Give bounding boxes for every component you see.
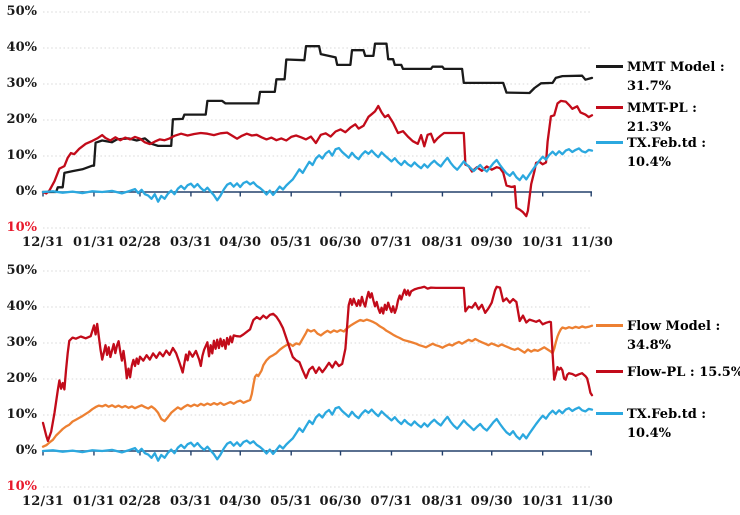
- x-axis-label-06-30: 06/30: [319, 494, 362, 509]
- x-axis-label-02-28: 02/28: [119, 494, 161, 509]
- x-axis-label-03-31: 03/31: [169, 494, 212, 509]
- y-axis-label-20: 20%: [6, 112, 37, 127]
- y-axis-label-30: 30%: [6, 335, 37, 350]
- legend-label-flow-pl: Flow-PL : 15.5%: [627, 365, 740, 380]
- x-axis-label-04-30: 04/30: [219, 494, 262, 509]
- legend-item-flow-pl: Flow-PL : 15.5%: [596, 363, 740, 382]
- legend-label-mmt-model: MMT Model : 31.7%: [627, 60, 725, 94]
- legend-swatch-tx-feb-td: [596, 412, 623, 415]
- y-axis-label-0: 0%: [15, 184, 37, 199]
- y-axis-label-30: 30%: [6, 76, 37, 91]
- legend-swatch-flow-model: [596, 324, 623, 327]
- x-axis-label-01-31: 01/31: [72, 235, 115, 250]
- legend-label-flow-model: Flow Model : 34.8%: [627, 319, 721, 353]
- legend-swatch-tx-feb-td: [596, 141, 623, 144]
- x-axis-label-08-31: 08/31: [421, 494, 464, 509]
- legend-swatch-mmt-model: [596, 65, 623, 68]
- x-axis-label-09-30: 09/30: [470, 235, 513, 250]
- legend-item-flow-model: Flow Model : 34.8%: [596, 317, 740, 355]
- x-axis-label-12-31: 12/31: [22, 494, 64, 509]
- x-axis-label-05-31: 05/31: [270, 235, 313, 250]
- y-axis-label-20: 20%: [6, 371, 37, 386]
- x-axis-label-01-31: 01/31: [72, 494, 115, 509]
- x-axis-label-12-31: 12/31: [22, 235, 64, 250]
- legend-label-mmt-pl: MMT-PL : 21.3%: [627, 101, 697, 135]
- mmt-model-line: [41, 42, 594, 194]
- x-axis-label-10-31: 10/31: [521, 235, 564, 250]
- y-axis-label-10: 10%: [6, 148, 37, 163]
- tx-feb-td-line: [41, 146, 594, 203]
- mmt-pl-line: [41, 99, 594, 218]
- x-axis-label-09-30: 09/30: [470, 494, 513, 509]
- tx-feb-td-line: [41, 405, 594, 462]
- x-axis-label-04-30: 04/30: [219, 235, 262, 250]
- y-axis-label-50: 50%: [6, 263, 37, 278]
- legend-swatch-mmt-pl: [596, 106, 623, 109]
- neg-y-axis-label-10: 10%: [6, 220, 37, 235]
- legend-label-tx-feb-td: TX.Feb.td : 10.4%: [627, 136, 707, 170]
- y-axis-label-40: 40%: [6, 299, 37, 314]
- x-axis-label-05-31: 05/31: [270, 494, 313, 509]
- x-axis-label-07-31: 07/31: [370, 235, 413, 250]
- x-axis-label-07-31: 07/31: [370, 494, 413, 509]
- x-axis-label-08-31: 08/31: [421, 235, 464, 250]
- neg-y-axis-label-10: 10%: [6, 479, 37, 494]
- x-axis-label-03-31: 03/31: [169, 235, 212, 250]
- x-axis-label-11-30: 11/30: [571, 494, 613, 509]
- legend-item-mmt-pl: MMT-PL : 21.3%: [596, 99, 740, 137]
- legend-label-tx-feb-td: TX.Feb.td : 10.4%: [627, 407, 707, 441]
- legend-item-tx-feb-td: TX.Feb.td : 10.4%: [596, 405, 740, 443]
- y-axis-label-50: 50%: [6, 4, 37, 19]
- y-axis-label-10: 10%: [6, 407, 37, 422]
- x-axis-label-11-30: 11/30: [571, 235, 613, 250]
- legend-item-mmt-model: MMT Model : 31.7%: [596, 58, 740, 96]
- y-axis-label-0: 0%: [15, 443, 37, 458]
- plot-area-1: [41, 270, 594, 488]
- x-axis-label-10-31: 10/31: [521, 494, 564, 509]
- flow-chart: 50% 40% 30% 20% 10% 0% 10% 12/31 01/31 02/28 03/31…: [0, 259, 740, 515]
- y-axis-label-40: 40%: [6, 40, 37, 55]
- mmt-chart: 50% 40% 30% 20% 10% 0% 10% 12/31 01/31 02/28 03/31…: [6, 4, 740, 250]
- flow-model-line: [41, 318, 594, 448]
- x-axis-label-02-28: 02/28: [119, 235, 161, 250]
- x-axis-label-06-30: 06/30: [319, 235, 362, 250]
- flow-pl-line: [41, 285, 594, 443]
- plot-area-0: [41, 11, 594, 229]
- legend-swatch-flow-pl: [596, 370, 623, 373]
- legend-item-tx-feb-td: TX.Feb.td : 10.4%: [596, 134, 740, 172]
